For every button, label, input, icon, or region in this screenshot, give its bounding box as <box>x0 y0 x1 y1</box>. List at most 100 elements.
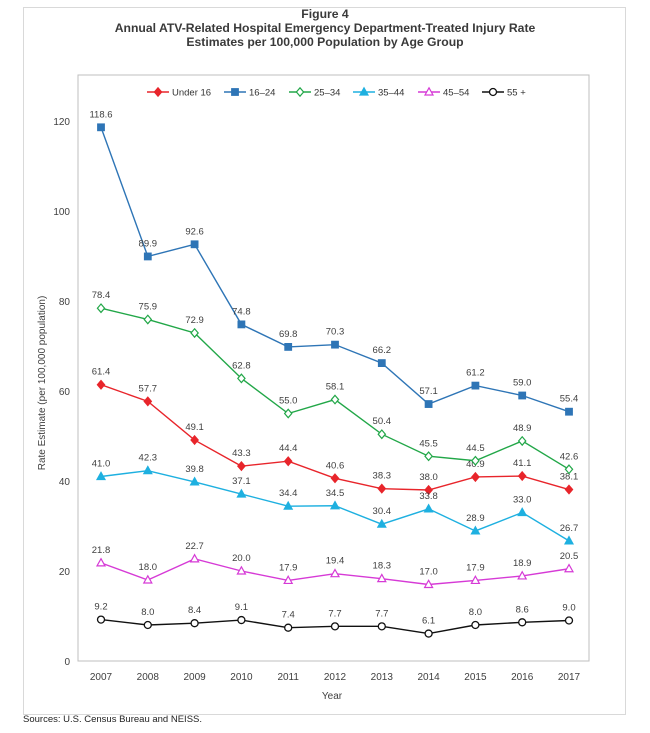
x-tick-label: 2007 <box>90 672 113 683</box>
series-0-data-label: 41.1 <box>513 458 532 469</box>
series-2-point <box>283 408 293 419</box>
series-1-point <box>237 320 246 329</box>
y-tick-label: 0 <box>64 657 70 668</box>
y-tick-label: 120 <box>53 117 70 128</box>
series-0-data-label: 44.4 <box>279 443 298 454</box>
series-4-point <box>142 574 153 584</box>
series-1-data-label: 61.2 <box>466 368 485 379</box>
series-5-data-label: 8.0 <box>469 607 482 618</box>
series-0-point <box>190 434 199 446</box>
series-4-point <box>563 563 575 573</box>
series-2-data-label: 50.4 <box>373 416 392 427</box>
series-1-data-label: 55.4 <box>560 394 579 405</box>
series-2-data-label: 42.6 <box>560 451 579 462</box>
series-1-data-label: 69.8 <box>279 329 298 340</box>
series-5-point <box>330 622 340 631</box>
title-line-1: Annual ATV-Related Hospital Emergency De… <box>114 21 536 35</box>
figure-label: Figure 4 <box>301 7 349 21</box>
legend-label: Under 16 <box>172 88 211 99</box>
series-4-point <box>423 579 434 589</box>
series-4-point <box>376 573 387 583</box>
series-1-point <box>190 240 199 249</box>
series-4-data-label: 22.7 <box>185 541 204 552</box>
series-0-data-label: 38.0 <box>419 472 438 483</box>
series-1-data-label: 118.6 <box>89 109 112 120</box>
legend-label: 16–24 <box>249 88 275 99</box>
series-2-point <box>96 303 106 314</box>
x-tick-label: 2014 <box>417 672 440 683</box>
series-5-data-label: 7.7 <box>375 608 388 619</box>
y-tick-label: 100 <box>53 207 70 218</box>
series-5-point <box>424 629 433 638</box>
series-3-data-label: 33.8 <box>419 491 438 502</box>
series-4-data-label: 18.0 <box>139 562 158 573</box>
legend-marker <box>153 86 163 98</box>
series-1-point <box>377 359 386 368</box>
series-5-data-label: 8.6 <box>516 604 529 615</box>
series-1-data-label: 59.0 <box>513 378 532 389</box>
series-3-data-label: 28.9 <box>466 513 485 524</box>
series-5-data-label: 9.0 <box>562 603 575 614</box>
series-1-data-label: 70.3 <box>326 327 345 338</box>
series-0-data-label: 38.1 <box>560 472 579 483</box>
series-4-data-label: 17.9 <box>279 562 298 573</box>
legend-marker <box>488 87 498 97</box>
y-tick-label: 80 <box>59 297 71 308</box>
series-1-point <box>471 381 480 390</box>
series-3-data-label: 42.3 <box>139 453 158 464</box>
series-2-data-label: 62.8 <box>232 360 251 371</box>
series-2-data-label: 55.0 <box>279 396 298 407</box>
series-5-data-label: 7.7 <box>328 608 341 619</box>
series-3-data-label: 41.0 <box>92 459 111 470</box>
series-0-point <box>96 379 106 390</box>
series-3-point <box>142 465 153 475</box>
series-3-point <box>283 500 294 510</box>
plot-area <box>77 74 590 662</box>
series-3-point <box>517 507 528 517</box>
series-4-point <box>329 568 341 578</box>
series-2-data-label: 75.9 <box>139 301 158 312</box>
source-note: Sources: U.S. Census Bureau and NEISS. <box>23 714 203 725</box>
x-axis-title: Year <box>322 691 343 702</box>
series-2-point <box>237 373 246 384</box>
series-3-data-label: 37.1 <box>232 476 251 487</box>
series-0-point <box>471 471 480 483</box>
chart-frame <box>23 7 626 715</box>
series-4-point <box>189 553 200 563</box>
series-3-point <box>236 488 247 498</box>
legend-label: 35–44 <box>378 88 404 99</box>
series-5-point <box>518 618 527 627</box>
series-0-data-label: 57.7 <box>139 383 158 394</box>
series-4-point <box>470 575 481 585</box>
series-0-point <box>517 470 527 482</box>
series-4-data-label: 18.9 <box>513 558 532 569</box>
legend-label: 25–34 <box>314 88 340 99</box>
series-4-data-label: 19.4 <box>326 556 345 567</box>
series-5-point <box>190 619 199 628</box>
x-tick-label: 2013 <box>371 672 394 683</box>
series-0-point <box>237 461 246 472</box>
series-0-data-label: 61.4 <box>92 367 111 378</box>
series-2-point <box>424 451 433 462</box>
series-5-point <box>377 622 386 631</box>
series-0-point <box>283 456 293 467</box>
series-1-point <box>331 340 339 349</box>
series-1-data-label: 92.6 <box>185 226 204 237</box>
series-5-data-label: 9.2 <box>94 602 107 613</box>
x-tick-label: 2010 <box>230 672 253 683</box>
series-3-point <box>95 471 107 481</box>
series-0-point <box>330 473 340 484</box>
y-tick-label: 20 <box>59 567 71 578</box>
x-tick-label: 2009 <box>183 672 206 683</box>
series-3-data-label: 30.4 <box>373 506 392 517</box>
legend-marker <box>423 86 435 96</box>
series-2-data-label: 44.5 <box>466 443 485 454</box>
series-4-point <box>517 570 528 580</box>
series-0-data-label: 43.3 <box>232 448 251 459</box>
series-3-point <box>376 518 387 528</box>
series-5-point <box>237 615 246 625</box>
series-1-data-label: 89.9 <box>139 238 158 249</box>
series-4-point <box>95 557 107 567</box>
series-4-point <box>236 565 247 575</box>
